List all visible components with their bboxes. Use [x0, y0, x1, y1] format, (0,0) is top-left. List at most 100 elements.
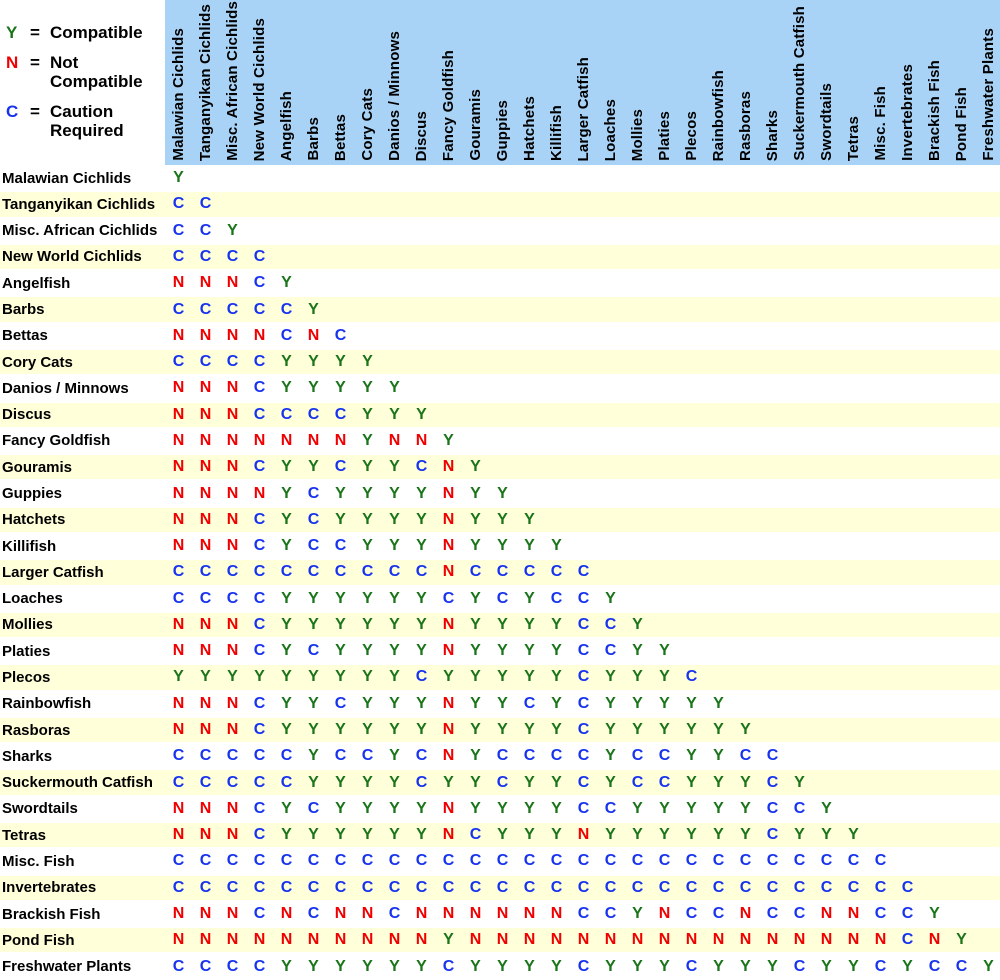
compatibility-cell: N	[550, 931, 563, 949]
compatibility-cell: C	[334, 747, 347, 765]
compatibility-cell: Y	[416, 615, 427, 633]
column-header-label: New World Cichlids	[251, 17, 268, 161]
compatibility-cell: Y	[740, 957, 751, 975]
compatibility-cell: C	[550, 852, 563, 870]
row-label: Sharks	[2, 747, 53, 765]
compatibility-cell: Y	[362, 615, 373, 633]
compatibility-cell: N	[469, 931, 482, 949]
compatibility-cell: Y	[632, 642, 643, 660]
compatibility-cell: N	[226, 537, 239, 555]
matrix-row: Sharks C C C C C Y C C Y C N Y C C C C Y C C Y Y C C	[0, 743, 1000, 769]
compatibility-cell: C	[577, 668, 590, 686]
legend-symbol-compatible: Y	[6, 23, 18, 42]
column-header-label: Rasboras	[737, 91, 754, 161]
compatibility-cell: C	[280, 563, 293, 581]
compatibility-cell: C	[226, 747, 239, 765]
compatibility-cell: C	[226, 957, 239, 975]
column-header-label: Guppies	[494, 99, 511, 161]
compatibility-cell: N	[199, 326, 212, 344]
column-header: Hatchets	[516, 0, 543, 165]
compatibility-cell: N	[766, 931, 779, 949]
compatibility-cell: C	[253, 878, 266, 896]
compatibility-cell: N	[523, 905, 536, 923]
compatibility-cell: N	[658, 905, 671, 923]
legend-text-line: Caution	[50, 102, 114, 121]
compatibility-cell: C	[766, 826, 779, 844]
compatibility-cell: C	[172, 563, 185, 581]
column-header: Sharks	[759, 0, 786, 165]
compatibility-cell: Y	[686, 747, 697, 765]
compatibility-cell: C	[226, 878, 239, 896]
compatibility-cell: C	[226, 353, 239, 371]
compatibility-cell: Y	[362, 826, 373, 844]
compatibility-cell: Y	[308, 826, 319, 844]
compatibility-cell: Y	[821, 957, 832, 975]
compatibility-cell: C	[280, 852, 293, 870]
compatibility-cell: Y	[551, 694, 562, 712]
compatibility-cell: C	[577, 694, 590, 712]
compatibility-cell: C	[685, 852, 698, 870]
compatibility-cell: Y	[605, 694, 616, 712]
compatibility-cell: N	[847, 931, 860, 949]
compatibility-cell: C	[658, 773, 671, 791]
compatibility-cell: C	[415, 773, 428, 791]
row-label: Angelfish	[2, 274, 71, 292]
compatibility-cell: N	[280, 905, 293, 923]
compatibility-cell: Y	[389, 799, 400, 817]
compatibility-cell: N	[496, 931, 509, 949]
compatibility-cell: Y	[362, 537, 373, 555]
compatibility-cell: C	[766, 878, 779, 896]
compatibility-cell: N	[577, 826, 590, 844]
column-header: Misc. African Cichlids	[219, 0, 246, 165]
column-header: New World Cichlids	[246, 0, 273, 165]
compatibility-cell: C	[577, 957, 590, 975]
compatibility-cell: C	[766, 799, 779, 817]
compatibility-cell: N	[577, 931, 590, 949]
compatibility-cell: Y	[821, 826, 832, 844]
compatibility-cell: N	[388, 431, 401, 449]
compatibility-cell: Y	[551, 721, 562, 739]
column-header: Suckermouth Catfish	[786, 0, 813, 165]
compatibility-cell: C	[631, 852, 644, 870]
row-label: New World Cichlids	[2, 248, 142, 266]
column-header-label: Invertebrates	[899, 64, 916, 161]
compatibility-cell: C	[793, 799, 806, 817]
compatibility-cell: C	[334, 563, 347, 581]
compatibility-cell: Y	[524, 642, 535, 660]
compatibility-cell: Y	[281, 668, 292, 686]
compatibility-cell: Y	[281, 379, 292, 397]
row-label: Hatchets	[2, 511, 66, 529]
compatibility-cell: Y	[416, 721, 427, 739]
row-label: Misc. Fish	[2, 852, 75, 870]
compatibility-cell: C	[172, 589, 185, 607]
compatibility-cell: N	[172, 694, 185, 712]
compatibility-cell: Y	[281, 353, 292, 371]
row-label: Rainbowfish	[2, 695, 92, 713]
compatibility-cell: Y	[362, 799, 373, 817]
compatibility-cell: C	[577, 799, 590, 817]
compatibility-cell: N	[226, 799, 239, 817]
compatibility-cell: Y	[551, 957, 562, 975]
column-header-label: Plecos	[683, 111, 700, 161]
compatibility-cell: Y	[713, 773, 724, 791]
column-header: Rainbowfish	[705, 0, 732, 165]
compatibility-cell: Y	[740, 826, 751, 844]
compatibility-cell: Y	[335, 642, 346, 660]
compatibility-cell: C	[415, 852, 428, 870]
compatibility-cell: Y	[524, 589, 535, 607]
compatibility-cell: N	[415, 431, 428, 449]
compatibility-cell: C	[820, 878, 833, 896]
column-header: Mollies	[624, 0, 651, 165]
row-label: Platies	[2, 642, 51, 660]
compatibility-cell: Y	[497, 510, 508, 528]
compatibility-cell: N	[685, 931, 698, 949]
compatibility-cell: Y	[362, 589, 373, 607]
matrix-row: Plecos Y Y Y Y Y Y Y Y Y C Y Y Y Y Y C Y Y Y C	[0, 664, 1000, 691]
compatibility-cell: Y	[632, 668, 643, 686]
compatibility-cell: Y	[362, 957, 373, 975]
compatibility-cell: C	[766, 852, 779, 870]
compatibility-cell: N	[172, 274, 185, 292]
compatibility-cell: Y	[605, 668, 616, 686]
compatibility-cell: N	[442, 484, 455, 502]
column-header: Tetras	[840, 0, 867, 165]
